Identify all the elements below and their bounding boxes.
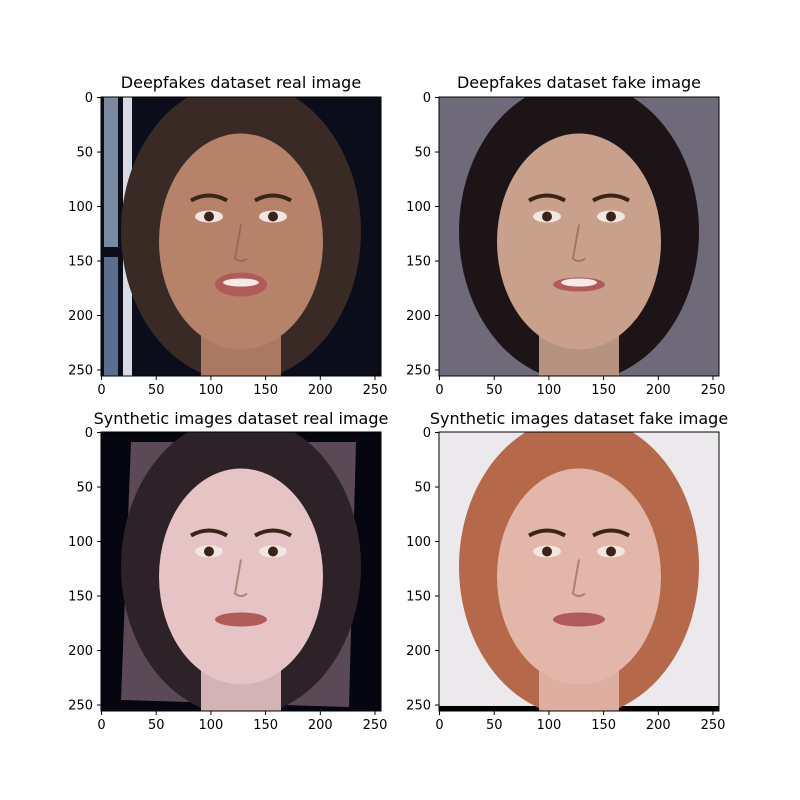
x-tick-label: 150 — [591, 383, 616, 398]
x-tick-label: 0 — [435, 383, 443, 398]
y-tick-label: 200 — [406, 309, 431, 324]
y-tick-label: 100 — [68, 535, 93, 550]
y-tick-label: 200 — [68, 309, 93, 324]
axes-frame — [100, 431, 382, 712]
image-panel: Deepfakes dataset fake image 0 0 50 50 100 100… — [406, 73, 725, 398]
x-tick-label: 250 — [701, 383, 726, 398]
panel-title: Synthetic images dataset real image — [94, 409, 389, 428]
deepfakes-fake-face — [439, 97, 719, 376]
y-tick-label: 0 — [423, 426, 431, 441]
x-tick-label: 250 — [363, 383, 388, 398]
x-tick-label: 100 — [537, 383, 562, 398]
x-tick-label: 150 — [253, 718, 278, 733]
x-tick-label: 100 — [537, 718, 562, 733]
y-tick-label: 250 — [68, 699, 93, 714]
y-tick-label: 50 — [414, 481, 431, 496]
panel-title: Synthetic images dataset fake image — [430, 409, 728, 428]
panel-title: Deepfakes dataset fake image — [457, 73, 701, 92]
x-tick-label: 50 — [486, 383, 503, 398]
x-tick-label: 150 — [253, 383, 278, 398]
x-tick-label: 250 — [363, 718, 388, 733]
y-tick-label: 150 — [406, 255, 431, 270]
x-tick-label: 150 — [591, 718, 616, 733]
synthetic-real-face — [101, 432, 381, 711]
y-tick-label: 0 — [85, 426, 93, 441]
y-tick-label: 150 — [68, 255, 93, 270]
synthetic-fake-face — [439, 432, 719, 711]
y-tick-label: 50 — [76, 146, 93, 161]
x-tick-label: 200 — [646, 383, 671, 398]
x-tick-label: 0 — [435, 718, 443, 733]
x-tick-label: 50 — [148, 383, 165, 398]
axes-frame — [100, 96, 382, 377]
x-tick-label: 200 — [646, 718, 671, 733]
x-tick-label: 50 — [148, 718, 165, 733]
y-tick-label: 150 — [406, 590, 431, 605]
x-tick-label: 250 — [701, 718, 726, 733]
x-tick-label: 0 — [97, 718, 105, 733]
y-tick-label: 0 — [85, 91, 93, 106]
image-panel: Synthetic images dataset real image00505… — [68, 409, 388, 733]
y-tick-label: 250 — [406, 364, 431, 379]
x-tick-label: 100 — [199, 718, 224, 733]
y-tick-label: 100 — [406, 200, 431, 215]
y-tick-label: 250 — [406, 699, 431, 714]
y-tick-label: 100 — [406, 535, 431, 550]
x-tick-label: 200 — [308, 383, 333, 398]
y-tick-label: 150 — [68, 590, 93, 605]
y-tick-label: 100 — [68, 200, 93, 215]
image-panel: Synthetic images dataset fake image00505… — [406, 409, 728, 733]
y-tick-label: 50 — [76, 481, 93, 496]
image-panel: Deepfakes dataset real image 0 0 50 50 100 100… — [68, 73, 387, 398]
x-tick-label: 200 — [308, 718, 333, 733]
deepfakes-real-face — [101, 97, 381, 376]
x-tick-label: 100 — [199, 383, 224, 398]
x-tick-label: 0 — [97, 383, 105, 398]
axes-frame — [438, 431, 720, 712]
y-tick-label: 200 — [68, 644, 93, 659]
axes-frame — [438, 96, 720, 377]
y-tick-label: 0 — [423, 91, 431, 106]
x-tick-label: 50 — [486, 718, 503, 733]
y-tick-label: 250 — [68, 364, 93, 379]
y-tick-label: 50 — [414, 146, 431, 161]
y-tick-label: 200 — [406, 644, 431, 659]
panel-title: Deepfakes dataset real image — [121, 73, 361, 92]
